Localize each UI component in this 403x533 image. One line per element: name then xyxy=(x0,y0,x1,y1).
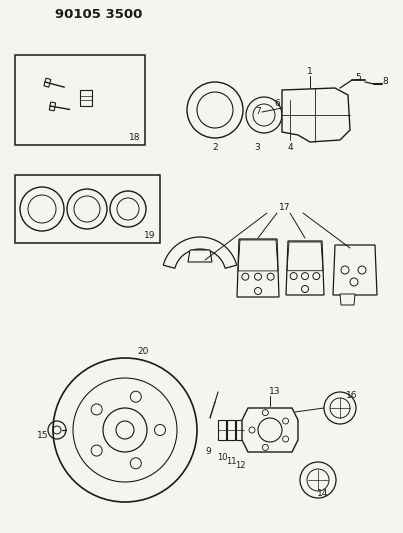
Text: 12: 12 xyxy=(235,462,245,471)
Polygon shape xyxy=(340,294,355,305)
Bar xyxy=(15,175,160,243)
Text: 17: 17 xyxy=(279,204,291,213)
Bar xyxy=(236,420,244,440)
Text: 19: 19 xyxy=(144,230,156,239)
Polygon shape xyxy=(333,245,377,295)
Polygon shape xyxy=(237,239,279,297)
Text: 16: 16 xyxy=(346,391,358,400)
Text: 4: 4 xyxy=(287,143,293,152)
Text: 8: 8 xyxy=(382,77,388,86)
Bar xyxy=(80,90,92,106)
Text: 3: 3 xyxy=(254,143,260,152)
Text: 2: 2 xyxy=(212,143,218,152)
Text: 90105 3500: 90105 3500 xyxy=(55,7,142,20)
Text: 15: 15 xyxy=(37,431,49,440)
Bar xyxy=(218,420,226,440)
Text: 5: 5 xyxy=(355,74,361,83)
Text: 10: 10 xyxy=(217,454,227,463)
Text: 9: 9 xyxy=(205,448,211,456)
Text: 6: 6 xyxy=(274,100,280,109)
Text: 18: 18 xyxy=(129,133,141,141)
Text: 11: 11 xyxy=(226,457,236,466)
Polygon shape xyxy=(286,241,324,295)
Text: 14: 14 xyxy=(317,489,329,497)
Text: 1: 1 xyxy=(307,68,313,77)
Polygon shape xyxy=(242,408,298,452)
Bar xyxy=(227,420,235,440)
Text: 13: 13 xyxy=(269,387,281,397)
Polygon shape xyxy=(188,250,212,262)
Text: 20: 20 xyxy=(137,348,149,357)
Polygon shape xyxy=(163,237,237,268)
Polygon shape xyxy=(282,88,350,142)
Text: 7: 7 xyxy=(255,108,261,117)
Bar xyxy=(15,55,145,145)
